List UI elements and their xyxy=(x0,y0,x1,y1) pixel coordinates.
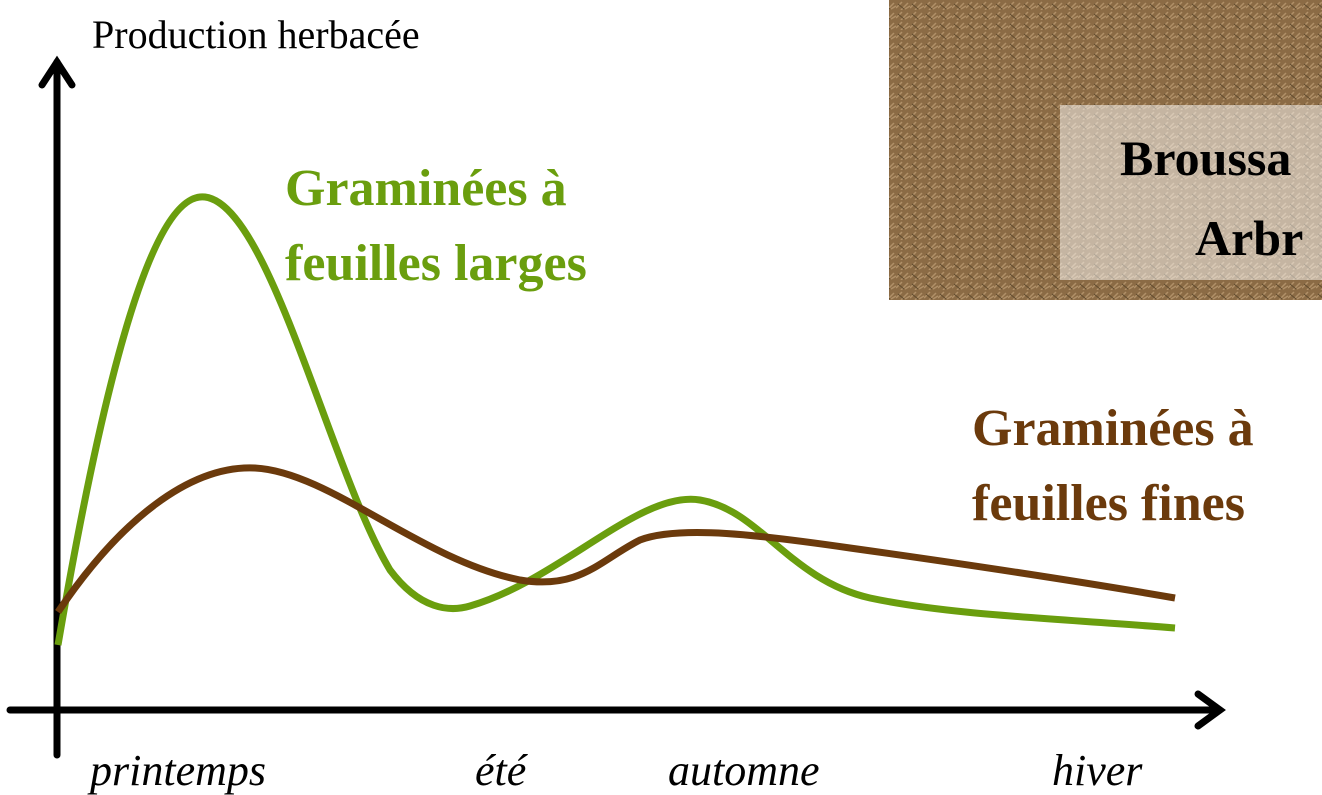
y-arrow xyxy=(38,55,76,89)
curve-broad xyxy=(54,193,1176,646)
season-label: hiver xyxy=(1052,746,1143,795)
caption: Broussa xyxy=(1120,130,1291,186)
axis-label: Production herbacée xyxy=(92,12,420,57)
curve-fine xyxy=(55,464,1176,614)
curve-label: Graminées à xyxy=(972,400,1254,457)
season-label: automne xyxy=(668,746,820,795)
photo: Broussa Arbr xyxy=(889,0,1322,300)
curve-label: feuilles larges xyxy=(285,235,587,292)
caption: Arbr xyxy=(1195,210,1303,266)
season-label: été xyxy=(475,746,529,795)
season-label: printemps xyxy=(87,746,266,795)
x-arrow xyxy=(1194,690,1226,730)
curve-label: Graminées à xyxy=(285,160,567,217)
caption-box xyxy=(1060,105,1322,280)
curve-label: feuilles fines xyxy=(972,475,1245,532)
